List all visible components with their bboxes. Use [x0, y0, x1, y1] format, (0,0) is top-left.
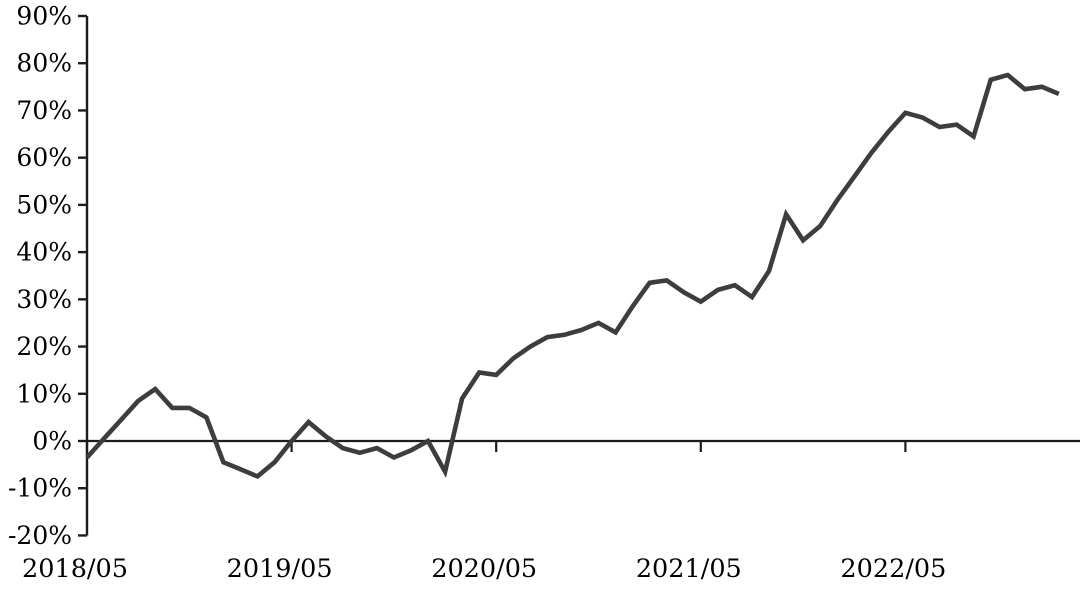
- x-axis-tick-label: 2020/05: [431, 554, 537, 584]
- y-axis-tick-label: 40%: [16, 238, 72, 267]
- y-axis-tick-label: 90%: [16, 2, 72, 31]
- y-axis-tick-label: 80%: [16, 49, 72, 78]
- y-axis-tick-label: -10%: [8, 474, 72, 503]
- y-axis-tick-label: 70%: [16, 96, 72, 125]
- y-axis-tick-label: 50%: [16, 190, 72, 219]
- data-line-series: [85, 72, 1060, 480]
- x-axis-tick-label: 2019/05: [227, 554, 333, 584]
- y-axis-tick-label: 60%: [16, 143, 72, 172]
- y-axis-tick-label: 10%: [16, 379, 72, 408]
- x-axis-tick-label: 2021/05: [636, 554, 742, 584]
- x-axis-tick-label: 2018/05: [22, 554, 128, 584]
- y-axis-tick-label: -20%: [8, 521, 72, 550]
- x-axis-tick-label: 2022/05: [840, 554, 946, 584]
- y-axis-tick-label: 0%: [32, 427, 72, 456]
- y-axis-tick-label: 30%: [16, 285, 72, 314]
- y-axis-tick-label: 20%: [16, 332, 72, 361]
